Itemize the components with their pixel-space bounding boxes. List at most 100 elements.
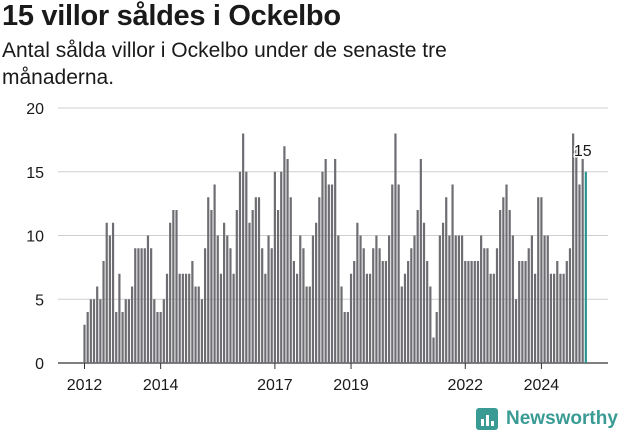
y-tick-label: 0 (35, 356, 44, 373)
bar (435, 312, 438, 363)
bar (518, 261, 521, 363)
bar (375, 235, 378, 363)
bar (410, 248, 413, 363)
bar (226, 235, 229, 363)
bar (302, 248, 305, 363)
bar (413, 235, 416, 363)
bar (464, 261, 467, 363)
bar (457, 235, 461, 363)
bar (492, 273, 495, 363)
bar (188, 273, 191, 363)
bar (365, 273, 368, 363)
bar (426, 261, 429, 363)
bar (150, 248, 153, 363)
bar (257, 197, 261, 363)
bar (324, 159, 327, 363)
bar (108, 235, 111, 363)
bar (134, 248, 137, 363)
bar (483, 248, 486, 363)
bar (124, 299, 127, 363)
bar (448, 235, 451, 363)
bar (521, 261, 524, 363)
bar (127, 299, 131, 363)
y-tick-label: 20 (26, 101, 44, 118)
y-tick-label: 15 (26, 165, 44, 182)
bar (162, 299, 165, 363)
bar (140, 248, 143, 363)
x-tick-label: 2019 (333, 377, 369, 394)
bar (553, 273, 556, 363)
bar (216, 235, 219, 363)
bar (368, 273, 372, 363)
bar (349, 273, 353, 363)
bar (146, 235, 150, 363)
bar (514, 299, 518, 363)
bar (530, 235, 533, 363)
bar (175, 210, 178, 363)
bar (356, 222, 359, 363)
bar (286, 159, 289, 363)
bar (454, 235, 457, 363)
bar (276, 210, 280, 363)
bar (441, 222, 445, 363)
bar (248, 222, 251, 363)
bar (251, 210, 254, 363)
bar (102, 261, 105, 363)
bar (321, 171, 324, 363)
bar (470, 261, 473, 363)
bar (480, 235, 483, 363)
bar (486, 248, 489, 363)
newsworthy-logo-text: Newsworthy (506, 408, 618, 429)
bar (388, 235, 391, 363)
bar (407, 261, 410, 363)
bar (394, 133, 397, 363)
bar (83, 324, 86, 363)
bar (311, 235, 315, 363)
x-tick-label: 2014 (143, 377, 179, 394)
bar (359, 235, 362, 363)
bar (391, 184, 394, 363)
bar (156, 312, 159, 363)
bar (578, 184, 581, 363)
bar (340, 286, 343, 363)
bar (372, 248, 375, 363)
bar (400, 286, 403, 363)
bar (499, 210, 502, 363)
bar (505, 184, 508, 363)
bar (378, 248, 381, 363)
bar (451, 184, 454, 363)
bar (159, 312, 162, 363)
bar (238, 171, 242, 363)
bar (540, 197, 543, 363)
bar (96, 286, 99, 363)
bar (495, 248, 499, 363)
bar (207, 197, 210, 363)
bar (172, 210, 175, 363)
bar (473, 261, 476, 363)
bar (143, 248, 146, 363)
bar (330, 184, 334, 363)
bar (467, 261, 470, 363)
bar (267, 235, 270, 363)
bar (191, 261, 194, 363)
bar (416, 210, 419, 363)
bar (334, 159, 337, 363)
bar (105, 222, 108, 363)
bar (184, 273, 188, 363)
bar (270, 248, 273, 363)
bar (343, 312, 346, 363)
bar (527, 248, 530, 363)
bar (362, 248, 365, 363)
bar (346, 312, 349, 363)
bar (254, 197, 257, 363)
bar (384, 261, 388, 363)
bar (121, 312, 124, 363)
bar (429, 286, 432, 363)
bar (118, 273, 121, 363)
x-tick-label: 2022 (447, 377, 483, 394)
bar-highlight (584, 171, 587, 363)
bar (130, 286, 134, 363)
bar (546, 235, 549, 363)
bar (565, 261, 568, 363)
bar (299, 235, 302, 363)
